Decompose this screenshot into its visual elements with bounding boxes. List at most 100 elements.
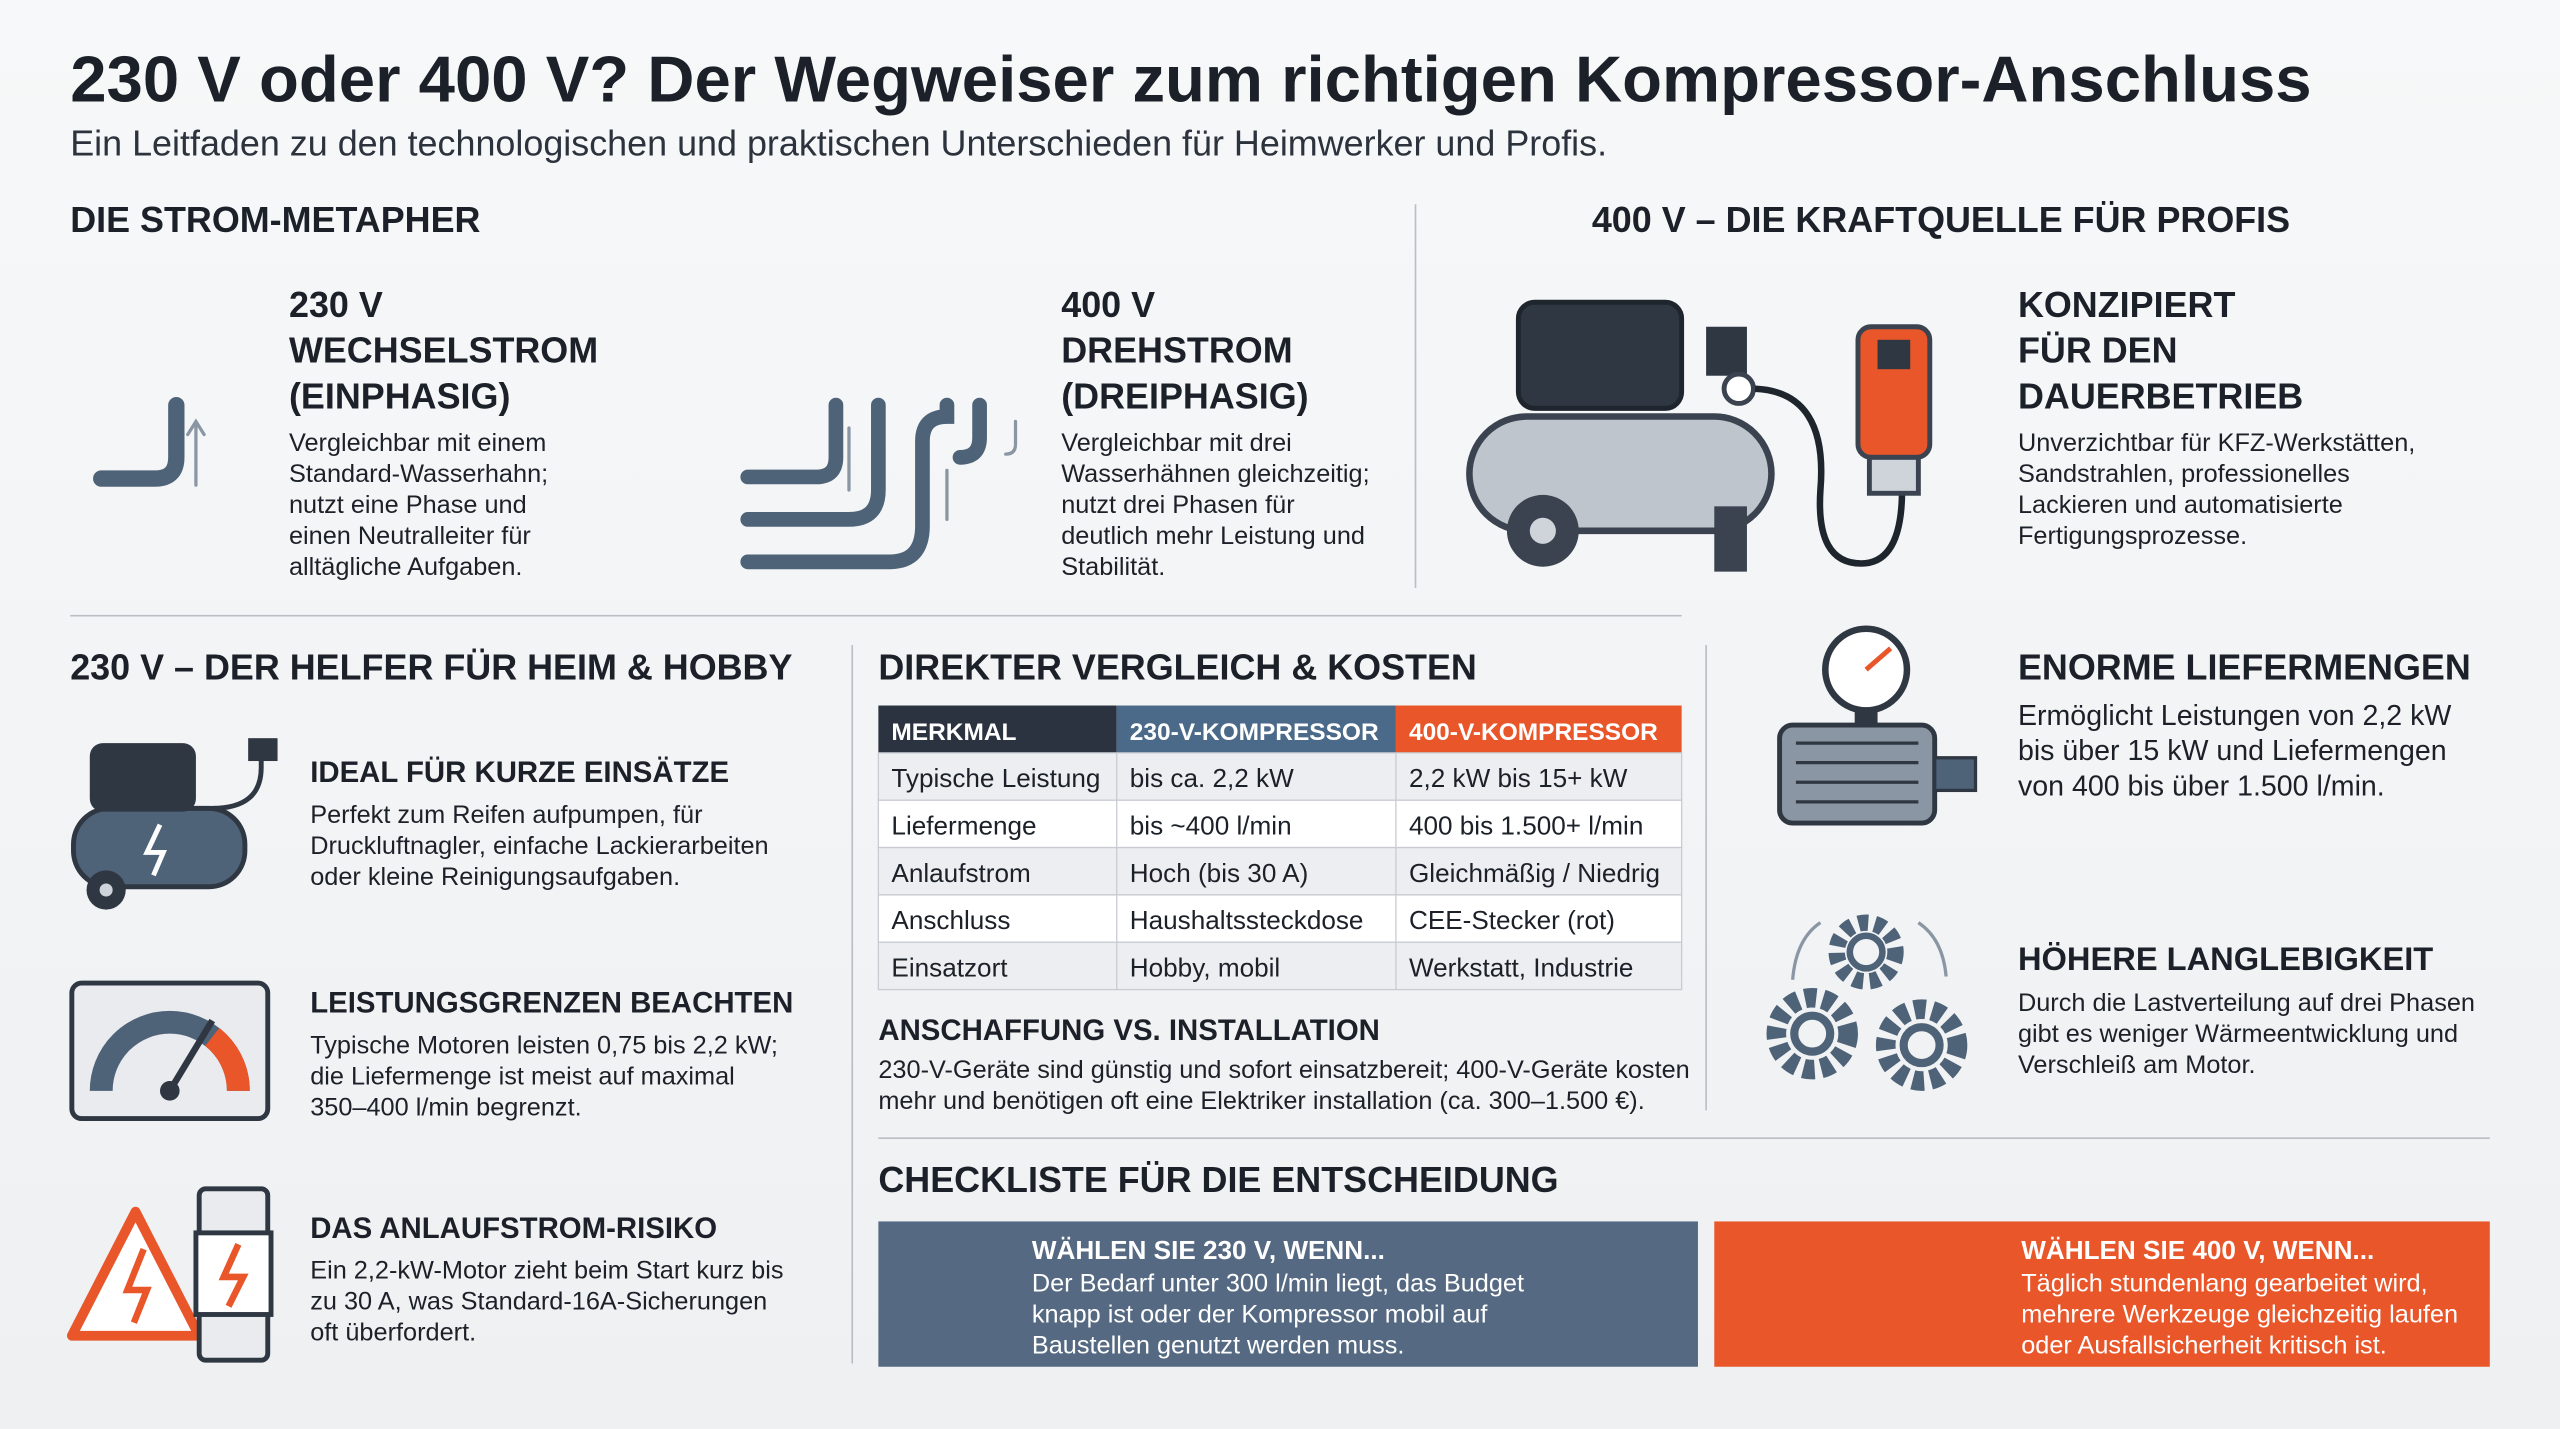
table-cell: Typische Leistung <box>891 763 1100 793</box>
section-heading: DIE STROM-METAPHER <box>70 199 480 240</box>
table-header-cell <box>878 705 1117 753</box>
table-cell: CEE-Stecker (rot) <box>1409 905 1615 935</box>
option-box <box>878 1221 1698 1367</box>
option-title: WÄHLEN SIE 400 V, WENN... <box>2021 1235 2374 1265</box>
item-text: oder kleine Reinigungsaufgaben. <box>310 863 680 891</box>
table-cell: Haushaltssteckdose <box>1130 905 1364 935</box>
small-compressor-icon <box>71 738 278 910</box>
item-text: die Liefermenge ist meist auf maximal <box>310 1062 735 1090</box>
item-text: Unverzichtbar für KFZ-Werkstätten, <box>2018 429 2415 457</box>
item-text: oft überfordert. <box>310 1319 476 1347</box>
item-text: 350–400 l/min begrenzt. <box>310 1093 581 1121</box>
option-text: Täglich stundenlang gearbeitet wird, <box>2021 1270 2427 1298</box>
item-text: Perfekt zum Reifen aufpumpen, für <box>310 801 702 829</box>
motor-icon <box>1777 625 1978 826</box>
item-text: Ermöglicht Leistungen von 2,2 kW <box>2018 700 2451 732</box>
item-text: 230-V-Geräte sind günstig und sofort ein… <box>878 1056 1689 1084</box>
gauge-icon <box>69 980 271 1122</box>
item-title: WECHSELSTROM <box>289 330 598 371</box>
page-title: 230 V oder 400 V? Der Wegweiser zum rich… <box>70 42 2311 115</box>
option-text: Baustellen genutzt werden muss. <box>1032 1332 1405 1360</box>
table-cell: 400 bis 1.500+ l/min <box>1409 811 1643 841</box>
item-text: alltägliche Aufgaben. <box>289 553 522 581</box>
item-text: Stabilität. <box>1061 553 1165 581</box>
section-heading: 230 V – DER HELFER FÜR HEIM & HOBBY <box>70 646 792 687</box>
option-text: oder Ausfallsicherheit kritisch ist. <box>2021 1332 2387 1360</box>
table-row <box>877 941 1683 991</box>
section-heading: DIREKTER VERGLEICH & KOSTEN <box>878 646 1476 687</box>
table-row <box>877 799 1683 849</box>
item-title: (DREIPHASIG) <box>1061 375 1308 416</box>
table-header-cell <box>1116 705 1396 753</box>
table-header-text: 400-V-KOMPRESSOR <box>1409 719 1658 746</box>
item-title: DAS ANLAUFSTROM-RISIKO <box>310 1212 717 1245</box>
item-title: ANSCHAFFUNG VS. INSTALLATION <box>878 1014 1380 1047</box>
table-header-text: 230-V-KOMPRESSOR <box>1130 719 1379 746</box>
table-header-text: MERKMAL <box>891 719 1016 746</box>
table-cell: bis ~400 l/min <box>1130 811 1292 841</box>
item-text: Vergleichbar mit einem <box>289 429 546 457</box>
item-text: bis über 15 kW und Liefermengen <box>2018 735 2447 767</box>
item-text: Druckluftnagler, einfache Lackierarbeite… <box>310 832 768 860</box>
section-heading: 400 V – DIE KRAFTQUELLE FÜR PROFIS <box>1592 199 2290 240</box>
option-title: WÄHLEN SIE 230 V, WENN... <box>1032 1235 1385 1265</box>
item-text: Sandstrahlen, professionelles <box>2018 460 2350 488</box>
table-cell: Hobby, mobil <box>1130 953 1280 983</box>
compressor-icon <box>1466 299 1933 572</box>
item-text: Ein 2,2-kW-Motor zieht beim Start kurz b… <box>310 1257 783 1285</box>
item-title: LEISTUNGSGRENZEN BEACHTEN <box>310 986 793 1019</box>
item-text: nutzt drei Phasen für <box>1061 491 1294 519</box>
dividers <box>70 204 2490 1364</box>
option-text: Der Bedarf unter 300 l/min liegt, das Bu… <box>1032 1270 1524 1298</box>
option-text: knapp ist oder der Kompressor mobil auf <box>1032 1301 1489 1329</box>
pipes-icon <box>740 397 1018 570</box>
item-title: IDEAL FÜR KURZE EINSÄTZE <box>310 756 729 789</box>
item-text: gibt es weniger Wärmeentwicklung und <box>2018 1020 2458 1048</box>
item-text: nutzt eine Phase und <box>289 491 527 519</box>
item-title: 230 V <box>289 284 383 325</box>
gears-icon <box>1766 914 1968 1091</box>
item-title: FÜR DEN <box>2018 330 2178 371</box>
item-text: Verschleiß am Motor. <box>2018 1051 2256 1079</box>
page-subtitle: Ein Leitfaden zu den technologischen und… <box>70 122 1607 163</box>
item-text: deutlich mehr Leistung und <box>1061 522 1365 550</box>
item-text: Vergleichbar mit drei <box>1061 429 1292 457</box>
item-text: Fertigungsprozesse. <box>2018 522 2247 550</box>
table-header-cell <box>1395 705 1682 753</box>
table-cell: Anschluss <box>891 905 1010 935</box>
item-text: Wasserhähnen gleichzeitig; <box>1061 460 1369 488</box>
table-cell: Hoch (bis 30 A) <box>1130 858 1309 888</box>
section-heading: CHECKLISTE FÜR DIE ENTSCHEIDUNG <box>878 1159 1558 1200</box>
item-text: mehr und benötigen oft eine Elektriker i… <box>878 1087 1644 1115</box>
item-title: ENORME LIEFERMENGEN <box>2018 646 2471 687</box>
table-row <box>877 752 1683 801</box>
item-title: KONZIPIERT <box>2018 284 2236 325</box>
warning-icon <box>66 1186 274 1363</box>
table-row <box>877 894 1683 943</box>
item-text: von 400 bis über 1.500 l/min. <box>2018 770 2385 802</box>
table-row <box>877 846 1683 896</box>
option-box <box>1714 1221 2490 1367</box>
item-title: DAUERBETRIEB <box>2018 375 2303 416</box>
option-text: mehrere Werkzeuge gleichzeitig laufen <box>2021 1301 2458 1329</box>
pipe-icon <box>93 396 206 487</box>
item-text: zu 30 A, was Standard-16A-Sicherungen <box>310 1288 767 1316</box>
item-text: Typische Motoren leisten 0,75 bis 2,2 kW… <box>310 1031 778 1059</box>
table-cell: Anlaufstrom <box>891 858 1030 888</box>
table-cell: 2,2 kW bis 15+ kW <box>1409 763 1628 793</box>
table-cell: bis ca. 2,2 kW <box>1130 763 1294 793</box>
item-title: HÖHERE LANGLEBIGKEIT <box>2018 940 2433 977</box>
item-title: (EINPHASIG) <box>289 375 510 416</box>
item-title: DREHSTROM <box>1061 330 1292 371</box>
item-text: Lackieren und automatisierte <box>2018 491 2343 519</box>
item-title: 400 V <box>1061 284 1155 325</box>
table-cell: Einsatzort <box>891 953 1008 983</box>
table-cell: Liefermenge <box>891 811 1036 841</box>
table-cell: Werkstatt, Industrie <box>1409 953 1633 983</box>
table-cell: Gleichmäßig / Niedrig <box>1409 858 1660 888</box>
item-text: Durch die Lastverteilung auf drei Phasen <box>2018 989 2475 1017</box>
item-text: Standard-Wasserhahn; <box>289 460 548 488</box>
item-text: einen Neutralleiter für <box>289 522 531 550</box>
